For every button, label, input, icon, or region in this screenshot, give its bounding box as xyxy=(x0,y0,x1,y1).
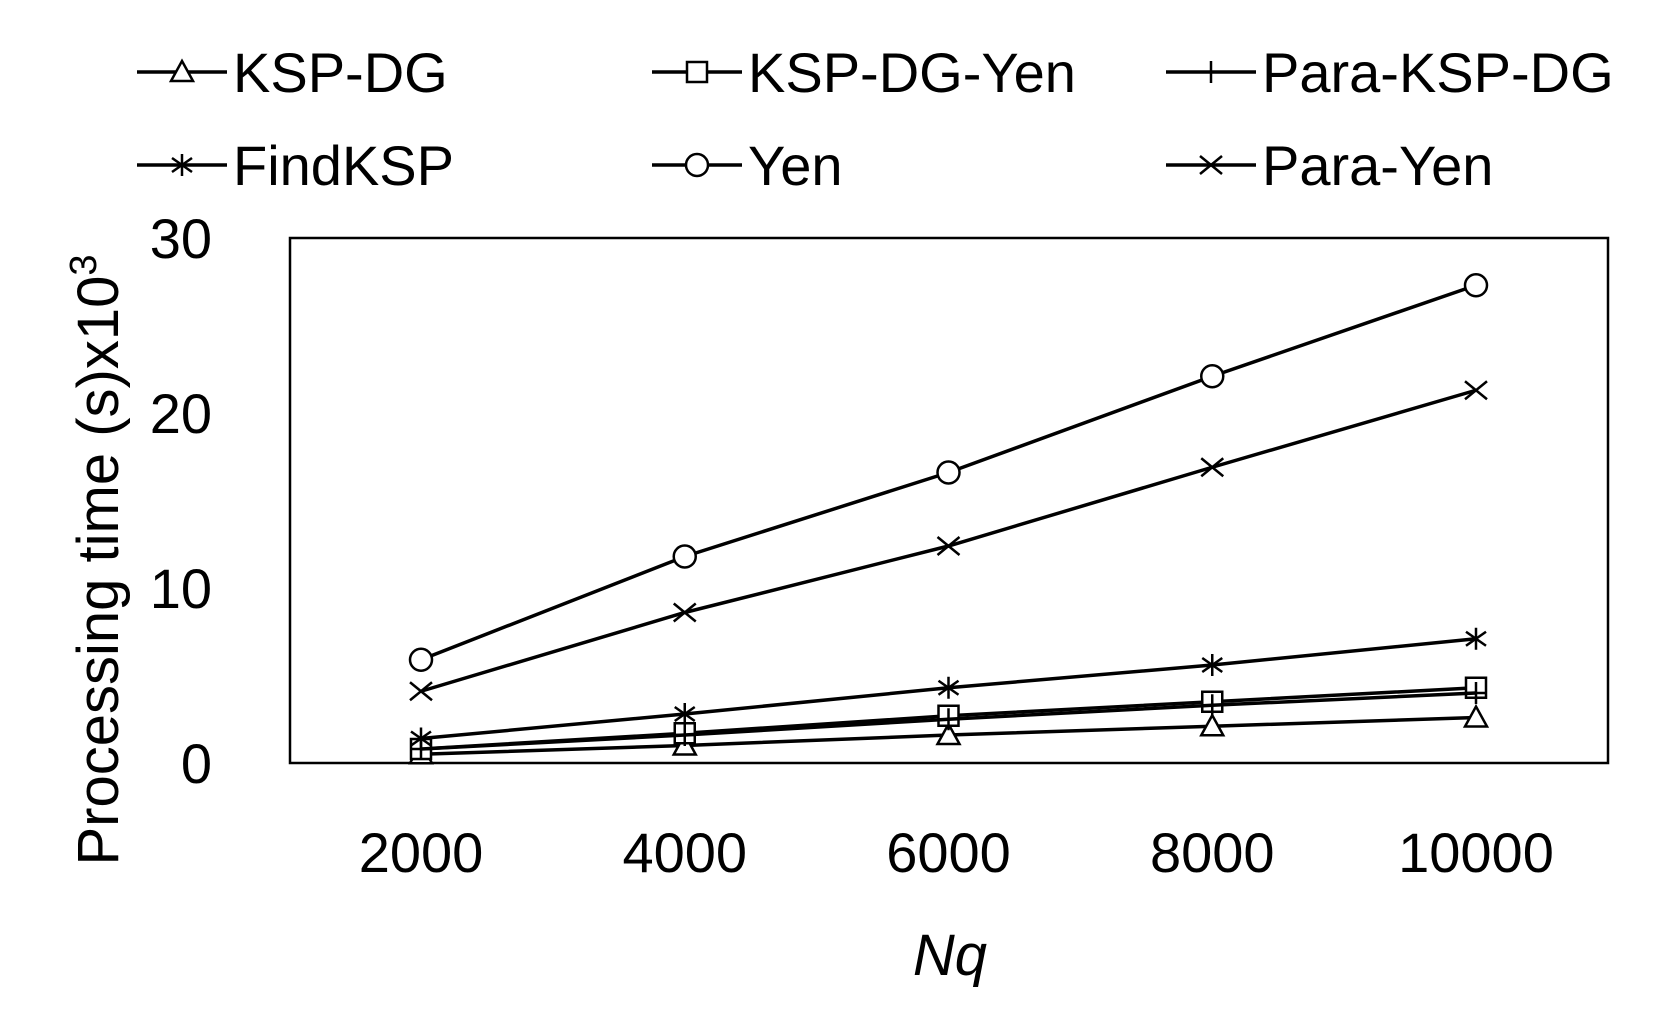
y-axis-title-main: Processing time (s)x10 xyxy=(66,276,131,866)
point-yen-6000 xyxy=(936,460,961,485)
x-tick-label-2000: 2000 xyxy=(359,821,484,884)
x-tick-label-4000: 4000 xyxy=(622,821,747,884)
point-findksp-6000 xyxy=(937,676,960,699)
y-axis-title: Processing time (s)x103 xyxy=(63,255,131,866)
legend-entry-findksp: FindKSP xyxy=(137,134,454,197)
legend-entry-ksp-dg-yen: KSP-DG-Yen xyxy=(652,41,1076,104)
series-layer xyxy=(407,273,1490,765)
legend-entry-para-ksp-dg: Para-KSP-DG xyxy=(1166,41,1614,104)
x-axis-title: Nq xyxy=(913,923,987,988)
legend-label-findksp: FindKSP xyxy=(233,134,454,197)
point-findksp-10000 xyxy=(1465,627,1487,650)
y-tick-label-20: 20 xyxy=(150,382,212,445)
point-yen-10000 xyxy=(1463,273,1489,298)
point-yen-4000 xyxy=(672,544,697,569)
point-para-ksp-dg-6000 xyxy=(937,708,960,731)
point-yen-2000 xyxy=(408,647,434,672)
legend-label-ksp-dg: KSP-DG xyxy=(233,41,448,104)
legend: KSP-DG KSP-DG-Yen Para-KSP-DG FindKSP Yen Par… xyxy=(137,41,1614,197)
point-findksp-8000 xyxy=(1201,654,1223,676)
legend-label-para-yen: Para-Yen xyxy=(1262,134,1493,197)
legend-label-yen: Yen xyxy=(748,134,843,197)
legend-marker-ksp-dg-yen xyxy=(685,60,709,84)
point-ksp-dg-10000 xyxy=(1462,703,1490,728)
point-findksp-4000 xyxy=(674,703,696,725)
point-ksp-dg-6000 xyxy=(935,721,962,746)
point-ksp-dg-8000 xyxy=(1199,712,1226,737)
point-yen-8000 xyxy=(1200,364,1225,389)
x-tick-label-8000: 8000 xyxy=(1150,821,1275,884)
x-tick-label-6000: 6000 xyxy=(886,821,1011,884)
y-axis-ticks: 0 10 20 30 xyxy=(150,207,212,795)
legend-marker-yen xyxy=(684,152,710,178)
legend-marker-para-yen xyxy=(1199,155,1223,175)
point-para-ksp-dg-4000 xyxy=(673,724,696,746)
legend-marker-ksp-dg xyxy=(168,58,196,83)
y-axis-title-superscript: 3 xyxy=(63,255,105,276)
y-tick-label-10: 10 xyxy=(150,557,212,620)
x-axis-ticks: 2000 4000 6000 8000 10000 xyxy=(359,821,1554,884)
point-para-ksp-dg-8000 xyxy=(1201,694,1224,717)
x-tick-label-10000: 10000 xyxy=(1398,821,1554,884)
point-para-yen-10000 xyxy=(1464,380,1488,401)
legend-label-para-ksp-dg: Para-KSP-DG xyxy=(1262,41,1614,104)
point-para-yen-6000 xyxy=(936,536,961,556)
y-tick-label-0: 0 xyxy=(181,732,212,795)
point-para-ksp-dg-10000 xyxy=(1465,682,1487,704)
legend-marker-para-ksp-dg xyxy=(1200,61,1222,83)
point-para-yen-4000 xyxy=(672,602,697,623)
legend-marker-findksp xyxy=(171,154,193,176)
legend-entry-yen: Yen xyxy=(652,134,843,197)
legend-entry-para-yen: Para-Yen xyxy=(1166,134,1493,197)
y-tick-label-30: 30 xyxy=(150,207,212,270)
plot-frame xyxy=(288,236,1610,765)
legend-entry-ksp-dg: KSP-DG xyxy=(137,41,448,104)
point-para-yen-2000 xyxy=(409,681,433,702)
point-findksp-2000 xyxy=(410,727,432,750)
series-line-para-yen xyxy=(420,388,1477,693)
point-para-yen-8000 xyxy=(1200,457,1225,478)
legend-label-ksp-dg-yen: KSP-DG-Yen xyxy=(748,41,1076,104)
